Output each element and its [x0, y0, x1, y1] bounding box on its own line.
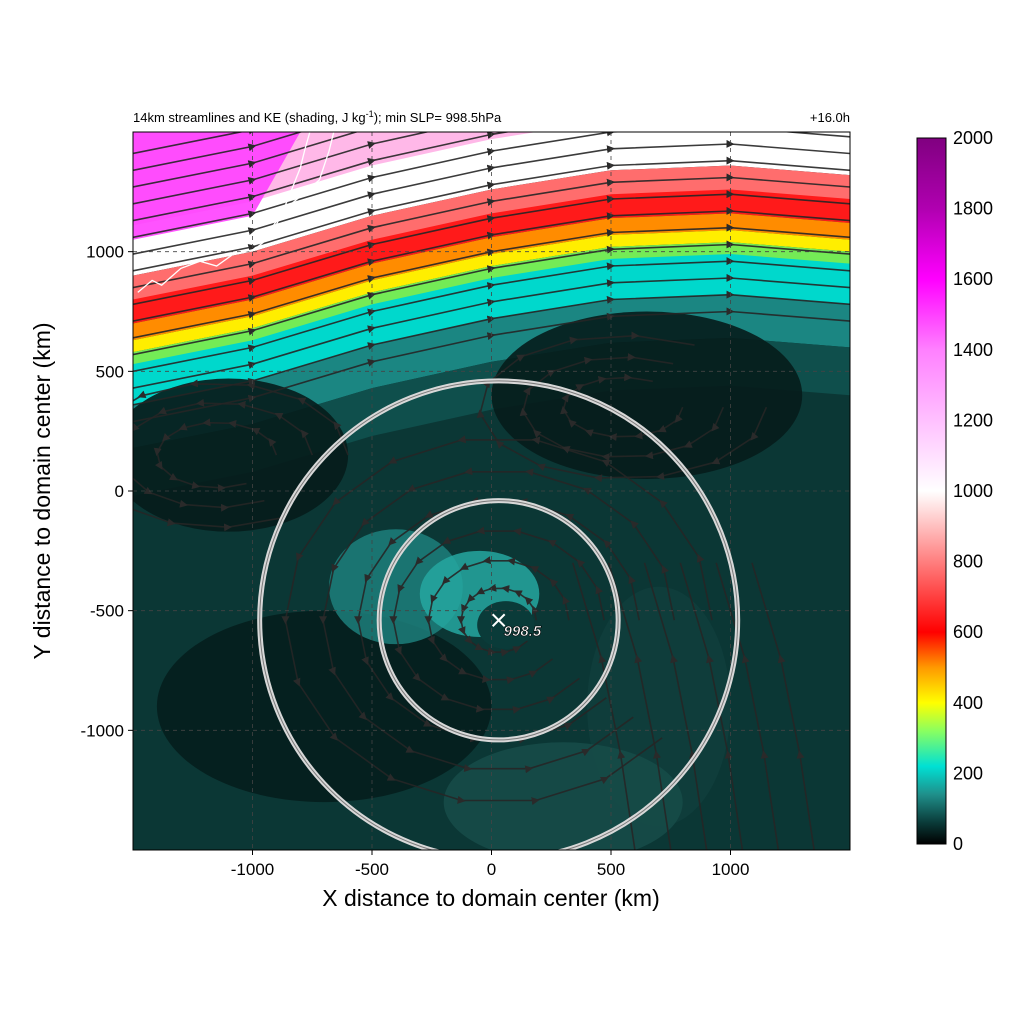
y-tick-label: 1000: [86, 243, 124, 262]
colorbar-tick-label: 1000: [953, 481, 993, 501]
colorbar-tick-label: 600: [953, 622, 983, 642]
streamline: [133, 132, 735, 172]
y-tick-label: -500: [90, 602, 124, 621]
coastline: [137, 132, 335, 293]
radius-ring-inner: [259, 380, 739, 850]
y-tick-label: -1000: [81, 721, 124, 740]
x-axis-label: X distance to domain center (km): [322, 885, 659, 911]
streamline: [476, 331, 768, 483]
center-x-stroke: [491, 613, 506, 627]
streamline: [133, 132, 735, 205]
streamline: [643, 562, 708, 850]
colorbar-tick-label: 0: [953, 834, 963, 854]
colorbar-tick-label: 1800: [953, 199, 993, 219]
y-axis-label: Y distance to domain center (km): [29, 322, 55, 659]
radius-rings: [257, 378, 741, 850]
x-tick-label: 1000: [712, 860, 750, 879]
colorbar-tick-label: 200: [953, 763, 983, 783]
ke-band-south: [443, 742, 683, 850]
ke-dark-zone-sw: [156, 610, 492, 803]
coastline-segment: [271, 132, 335, 229]
plot-area: [133, 132, 850, 850]
x-tick-label: -500: [355, 860, 389, 879]
colorbar: [916, 137, 947, 845]
colorbar-tick-label: 2000: [953, 128, 993, 148]
y-axis-ticks: -1000 -500 0 500 1000: [81, 243, 133, 740]
y-tick-label: 500: [96, 362, 124, 381]
x-tick-label: -1000: [231, 860, 274, 879]
streamline: [133, 132, 735, 188]
chart-title: 14km streamlines and KE (shading, J kg-1…: [133, 109, 502, 125]
ke-dark-zone-east: [491, 311, 803, 480]
streamline: [715, 562, 780, 850]
x-axis-ticks: -1000 -500 0 500 1000: [231, 850, 750, 879]
colorbar-tick-label: 1600: [953, 269, 993, 289]
colorbar-tick-label: 1400: [953, 340, 993, 360]
colorbar-tick-label: 800: [953, 552, 983, 572]
storm-center-marker: 998.5: [491, 613, 542, 641]
y-tick-label: 0: [115, 482, 124, 501]
forecast-time: +16.0h: [810, 110, 850, 125]
colorbar-ticks: 0 200 400 600 800 1000 1200 1400 1600 1800 2000: [953, 128, 993, 854]
colorbar-tick-label: 400: [953, 693, 983, 713]
radius-ring-inner: [378, 500, 619, 741]
x-tick-label: 500: [597, 860, 625, 879]
min-slp-label: 998.5: [504, 623, 542, 640]
streamline: [572, 562, 636, 850]
x-tick-label: 0: [487, 860, 496, 879]
colorbar-tick-label: 1200: [953, 410, 993, 430]
streamline: [133, 379, 349, 532]
coastline-segment: [137, 132, 311, 293]
